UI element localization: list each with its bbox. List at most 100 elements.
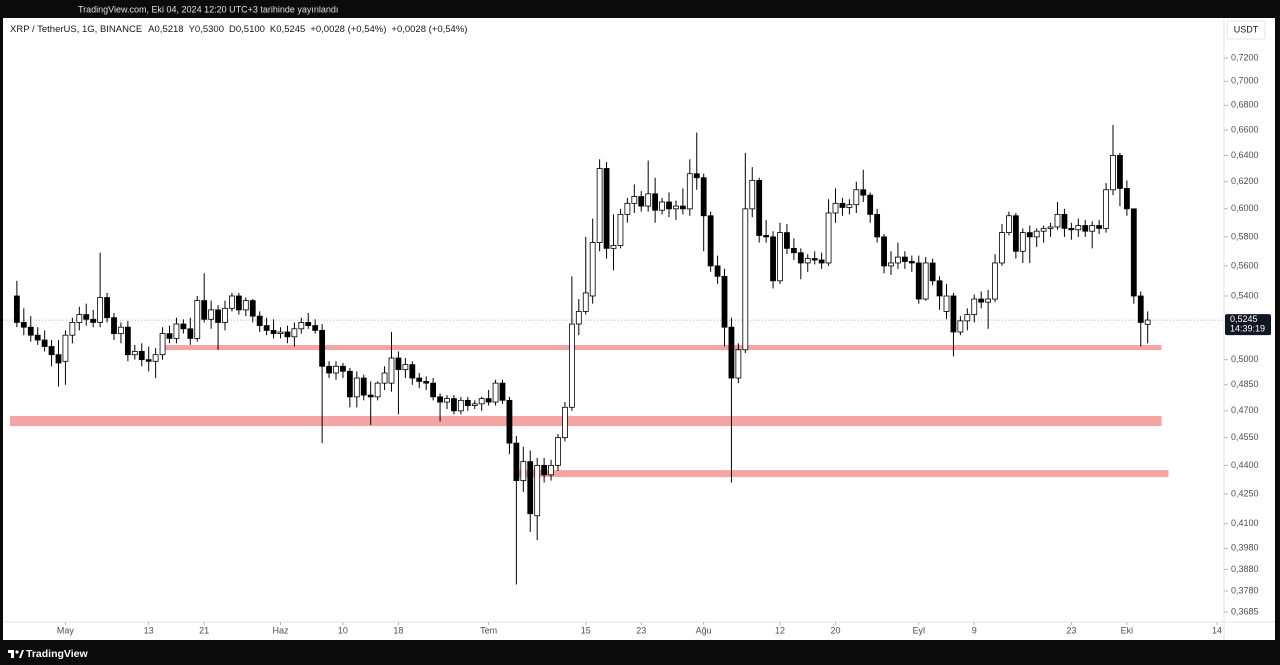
candle-body xyxy=(1096,225,1103,229)
candle-body xyxy=(360,377,367,396)
candle-body xyxy=(784,232,790,249)
y-tick-label: 0,6000 xyxy=(1231,203,1259,213)
y-tick-label: 0,5800 xyxy=(1231,231,1259,241)
stat-value: 0,5245 xyxy=(276,24,305,35)
candle-body xyxy=(444,398,450,403)
y-tick-label: 0,5600 xyxy=(1231,260,1259,270)
candle-body xyxy=(374,382,381,398)
candle-body xyxy=(582,292,589,312)
candle-body xyxy=(645,193,652,207)
candle-body xyxy=(728,326,735,379)
candle-body xyxy=(790,247,797,254)
candle-body xyxy=(943,295,950,312)
candle-body xyxy=(756,179,763,236)
candle-body xyxy=(395,357,402,371)
published-note: TradingView.com, Eki 04, 2024 12:20 UTC+… xyxy=(78,4,338,14)
candle-body xyxy=(985,298,992,303)
candle-body xyxy=(478,398,485,405)
candle-body xyxy=(589,242,596,297)
y-tick-label: 0,4250 xyxy=(1231,488,1259,498)
y-tick-label: 0,7000 xyxy=(1231,76,1259,86)
stat-value: 0,5100 xyxy=(236,24,265,35)
candle-body xyxy=(666,201,672,210)
candle-body xyxy=(901,256,908,262)
candle-body xyxy=(992,262,998,300)
candle-body xyxy=(416,377,423,382)
candle-body xyxy=(118,326,124,334)
candle-body xyxy=(138,351,145,361)
stat-key: D xyxy=(229,24,236,35)
change: +0,0028 (+0,54%) xyxy=(310,24,386,35)
candle-body xyxy=(256,315,263,327)
candle-body xyxy=(499,382,506,401)
candle-body xyxy=(131,351,138,356)
candle-body xyxy=(1019,232,1026,252)
candle-body xyxy=(673,205,679,210)
chart-legend: XRP / TetherUS, 1G, BINANCE A0,5218 Y0,530… xyxy=(10,24,467,35)
candle-body xyxy=(20,322,27,328)
candle-body xyxy=(596,168,603,244)
candle-body xyxy=(638,196,645,207)
y-tick-label: 0,4850 xyxy=(1231,379,1259,389)
candle-body xyxy=(1068,227,1075,231)
candle-body xyxy=(881,236,887,267)
candle-body xyxy=(804,258,811,264)
candle-body xyxy=(76,314,83,323)
candle-body xyxy=(874,213,881,238)
candle-body xyxy=(124,326,131,356)
candle-body xyxy=(693,173,700,179)
x-tick-label: Eki xyxy=(1121,625,1134,635)
candle-body xyxy=(922,262,929,300)
candle-body xyxy=(111,317,117,334)
candle-body xyxy=(1075,225,1082,231)
candle-body xyxy=(90,318,97,323)
last-price-label: 0,5245 xyxy=(1230,314,1258,324)
candle-body xyxy=(721,275,728,328)
currency-box[interactable] xyxy=(1226,20,1266,40)
candle-body xyxy=(381,372,388,384)
candle-body xyxy=(291,328,298,338)
zone xyxy=(516,470,1169,478)
currency: USDT xyxy=(1234,24,1259,34)
candle-body xyxy=(485,398,492,403)
candle-body xyxy=(797,252,804,264)
y-tick-label: 0,3880 xyxy=(1231,564,1259,574)
last-price-box xyxy=(1225,314,1271,336)
candle-body xyxy=(707,215,714,267)
candle-body xyxy=(1061,213,1068,229)
x-tick-label: May xyxy=(57,625,75,635)
candle-body xyxy=(83,314,90,320)
candle-body xyxy=(1130,208,1137,297)
candle-body xyxy=(1089,225,1096,232)
stat-value: 0,5218 xyxy=(155,24,184,35)
y-tick-label: 0,4550 xyxy=(1231,432,1259,442)
logo-mark xyxy=(11,650,14,658)
candle-body xyxy=(853,189,860,206)
candle-body xyxy=(284,331,291,338)
candle-body xyxy=(201,300,208,320)
x-tick-label: 12 xyxy=(775,625,785,635)
candle-body xyxy=(430,382,437,398)
candle-body xyxy=(464,399,471,406)
candle-body xyxy=(575,311,582,325)
candle-body xyxy=(527,461,534,515)
candle-body xyxy=(367,394,374,398)
candle-body xyxy=(270,329,277,334)
candle-body xyxy=(97,297,104,323)
candle-body xyxy=(548,464,554,476)
stat-value: 0,5300 xyxy=(195,24,224,35)
candle-body xyxy=(159,333,166,356)
y-tick-label: 0,4100 xyxy=(1231,518,1259,528)
y-tick-label: 0,6200 xyxy=(1231,176,1259,186)
candle-body xyxy=(437,396,443,403)
candle-body xyxy=(145,359,152,362)
candle-body xyxy=(180,323,187,330)
candle-body xyxy=(770,236,776,282)
candle-body xyxy=(235,295,242,311)
candle-body xyxy=(929,262,936,282)
candle-body xyxy=(41,339,48,347)
x-tick-label: Eyl xyxy=(912,625,925,635)
candle-body xyxy=(839,202,846,208)
